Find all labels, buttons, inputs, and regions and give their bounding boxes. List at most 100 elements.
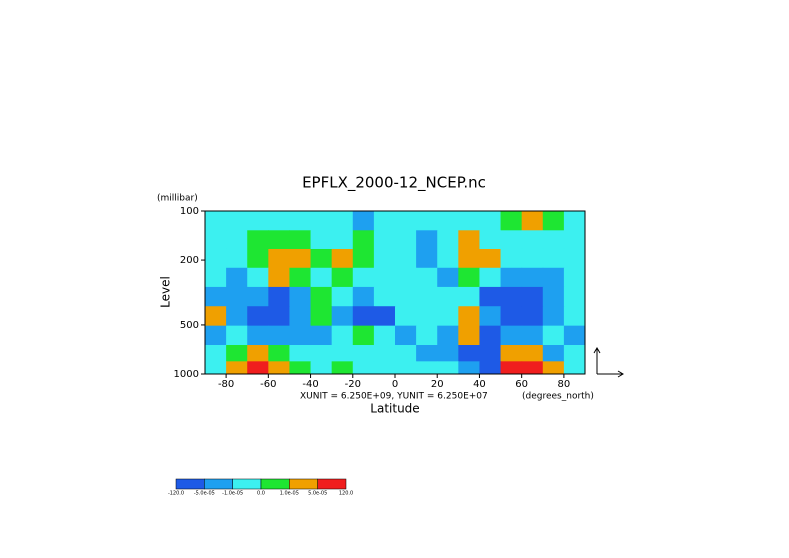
contour-cell xyxy=(395,286,417,307)
contour-cell xyxy=(247,345,269,362)
contour-cell xyxy=(247,248,269,269)
contour-cell xyxy=(437,230,459,250)
contour-cell xyxy=(542,267,565,288)
contour-cell xyxy=(331,267,354,288)
contour-cell xyxy=(458,211,480,231)
contour-cell xyxy=(205,361,227,375)
contour-cell xyxy=(289,211,312,231)
contour-cell xyxy=(289,361,312,375)
contour-cell xyxy=(416,306,438,327)
contour-cell xyxy=(226,230,248,250)
contour-cell xyxy=(205,306,227,327)
contour-cell xyxy=(331,248,354,269)
contour-cell xyxy=(416,230,438,250)
contour-cell xyxy=(205,325,227,346)
contour-cell xyxy=(373,325,396,346)
x-tick-label: 20 xyxy=(431,379,444,390)
contour-cell xyxy=(331,306,354,327)
contour-cell xyxy=(458,325,480,346)
contour-cell xyxy=(331,286,354,307)
contour-cell xyxy=(268,267,290,288)
contour-cell xyxy=(458,345,480,362)
contour-cell xyxy=(352,248,375,269)
contour-cell xyxy=(226,286,248,307)
contour-cell xyxy=(395,211,417,231)
contour-cell xyxy=(416,211,438,231)
contour-cell xyxy=(373,230,396,250)
contour-cell xyxy=(205,211,227,231)
contour-cell xyxy=(289,345,312,362)
contour-cell xyxy=(268,286,290,307)
contour-cell xyxy=(500,267,523,288)
contour-cell xyxy=(395,325,417,346)
contour-cell xyxy=(521,345,544,362)
contour-cell xyxy=(352,286,375,307)
y-tick-label: 200 xyxy=(180,255,199,266)
colorbar-label: 1.0e-05 xyxy=(280,491,299,497)
contour-cell xyxy=(479,248,502,269)
contour-cell xyxy=(268,211,290,231)
contour-cell xyxy=(479,325,502,346)
contour-cell xyxy=(373,248,396,269)
contour-cell xyxy=(563,361,586,375)
contour-cell xyxy=(521,306,544,327)
colorbar-label: -5.0e-05 xyxy=(194,491,215,497)
contour-cell xyxy=(416,286,438,307)
contour-cell xyxy=(437,211,459,231)
contour-cell xyxy=(542,248,565,269)
contour-cell xyxy=(563,211,586,231)
colorbar-label: 0.0 xyxy=(257,491,265,497)
contour-cell xyxy=(458,267,480,288)
contour-cell xyxy=(395,361,417,375)
contour-cell xyxy=(479,361,502,375)
contour-cell xyxy=(521,230,544,250)
colorbar-label: -120.0 xyxy=(168,491,184,497)
contour-cell xyxy=(352,306,375,327)
contour-cell xyxy=(458,306,480,327)
contour-cell xyxy=(268,230,290,250)
contour-cell xyxy=(542,345,565,362)
contour-cell xyxy=(205,248,227,269)
contour-cell xyxy=(373,361,396,375)
y-tick-label: 500 xyxy=(180,320,199,331)
contour-cell xyxy=(289,306,312,327)
contour-cell xyxy=(373,306,396,327)
contour-cell xyxy=(563,230,586,250)
contour-cell xyxy=(500,230,523,250)
contour-cell xyxy=(500,325,523,346)
contour-cell xyxy=(458,361,480,375)
contour-cell xyxy=(268,325,290,346)
colorbar-box xyxy=(232,478,262,490)
contour-cell xyxy=(331,361,354,375)
contour-cell xyxy=(226,248,248,269)
contour-cell xyxy=(247,267,269,288)
contour-cell xyxy=(352,325,375,346)
x-unit-label: (degrees_north) xyxy=(522,392,594,402)
x-tick-label: -40 xyxy=(302,379,318,390)
contour-cell xyxy=(563,345,586,362)
contour-cell xyxy=(395,345,417,362)
x-tick-label: 60 xyxy=(515,379,528,390)
reference-arrows xyxy=(593,347,624,378)
contour-cell xyxy=(289,267,312,288)
x-axis-label: Latitude xyxy=(370,402,419,416)
contour-cell xyxy=(542,211,565,231)
colorbar-box xyxy=(289,478,318,490)
contour-cell xyxy=(416,248,438,269)
annotation: XUNIT = 6.250E+09, YUNIT = 6.250E+07 xyxy=(300,392,488,402)
contour-cell xyxy=(373,211,396,231)
contour-cell xyxy=(373,345,396,362)
x-tick-label: 80 xyxy=(558,379,571,390)
contour-cell xyxy=(479,267,502,288)
x-tick-label: -60 xyxy=(260,379,276,390)
contour-cell xyxy=(479,230,502,250)
contour-cell xyxy=(331,230,354,250)
contour-cell xyxy=(310,325,333,346)
y-tick-label: 100 xyxy=(180,206,199,217)
colorbar-box xyxy=(260,478,290,490)
contour-cell xyxy=(563,267,586,288)
colorbar-box xyxy=(175,478,205,490)
contour-cell xyxy=(521,361,544,375)
contour-cell xyxy=(226,361,248,375)
contour-cell xyxy=(331,325,354,346)
